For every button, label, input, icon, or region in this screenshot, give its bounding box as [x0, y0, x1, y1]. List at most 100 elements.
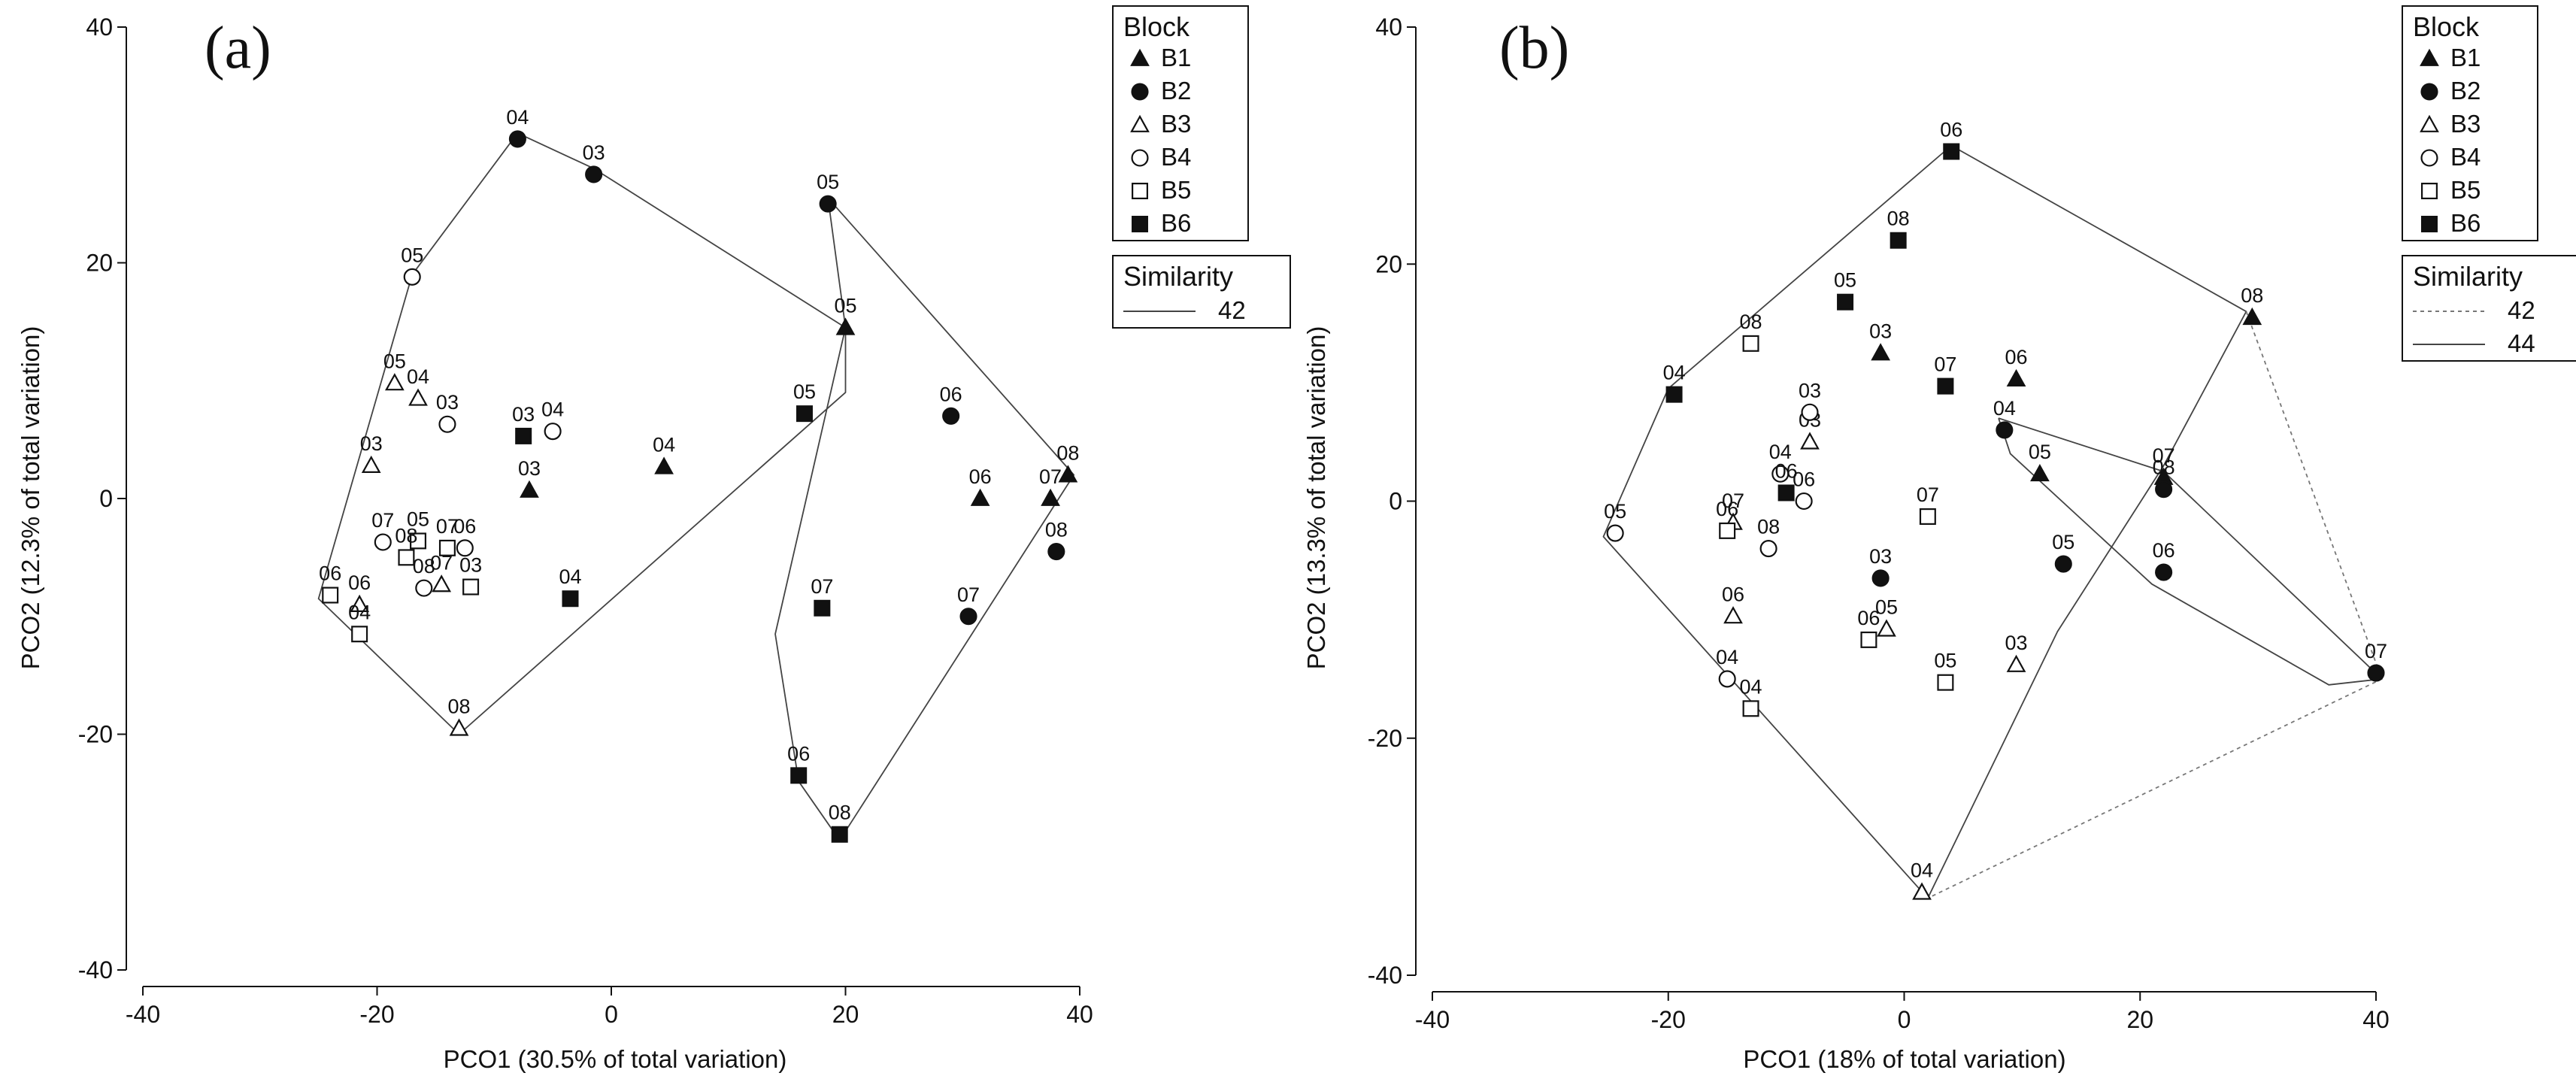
legend-entry-label: B1: [1161, 44, 1191, 71]
point-label: 06: [453, 515, 476, 538]
point-label: 08: [1045, 519, 1068, 541]
point-b6: [796, 405, 813, 423]
point-b4: [1606, 524, 1624, 542]
point-label: 08: [1757, 516, 1780, 538]
point-b6: [1890, 232, 1907, 249]
point-label: 03: [436, 391, 459, 414]
legend-similarity-box: [1112, 255, 1291, 329]
panel-a-x-axis-label: PCO1 (30.5% of total variation): [444, 1045, 787, 1073]
panel-b-points: 0306050708040803050607030706050304030406…: [1604, 119, 2387, 900]
similarity-outline-44: [1602, 144, 2247, 899]
point-label: 03: [360, 432, 383, 455]
point-label: 06: [969, 465, 992, 488]
point-label: 06: [940, 383, 962, 405]
point-b6: [831, 826, 848, 843]
point-label: 08: [2241, 284, 2263, 307]
y-tick-label: -20: [1368, 725, 1402, 752]
point-b4: [1801, 403, 1819, 421]
legend-entry-label: B5: [2450, 176, 2481, 204]
x-tick-label: 40: [2362, 1006, 2390, 1033]
point-label: 07: [811, 575, 833, 598]
point-b3: [361, 455, 381, 474]
legend-marker-b4: [1131, 149, 1149, 167]
point-b6: [515, 427, 532, 444]
panel-b-x-axis-label: PCO1 (18% of total variation): [1743, 1045, 2065, 1073]
point-b1: [835, 317, 856, 335]
point-label: 04: [559, 565, 581, 588]
point-label: 07: [1917, 483, 1939, 506]
point-label: 08: [1740, 311, 1762, 333]
point-b2: [2367, 664, 2385, 682]
point-b6: [1937, 377, 1954, 395]
point-label: 08: [395, 524, 417, 547]
point-b4: [374, 533, 392, 551]
x-tick-label: -20: [359, 1001, 394, 1028]
point-b6: [1837, 293, 1854, 311]
point-b3: [1877, 619, 1896, 637]
x-tick-label: -40: [126, 1001, 160, 1028]
point-label: 04: [1911, 859, 1933, 882]
x-tick-label: 0: [605, 1001, 618, 1028]
point-b2: [1871, 569, 1890, 587]
x-tick-label: 40: [1066, 1001, 1093, 1028]
point-label: 04: [541, 399, 564, 421]
point-label: 08: [829, 802, 851, 824]
legend-entry-label: B3: [2450, 110, 2481, 138]
point-b6: [1777, 484, 1795, 502]
point-label: 03: [1799, 379, 1821, 402]
point-label: 06: [2005, 346, 2028, 368]
point-b5: [1919, 508, 1936, 525]
point-label: 08: [413, 555, 435, 577]
point-b5: [322, 586, 339, 604]
point-label: 08: [1887, 208, 1910, 230]
point-b3: [384, 373, 405, 391]
point-b4: [544, 423, 562, 441]
point-b5: [1860, 631, 1877, 648]
point-label: 05: [834, 295, 856, 317]
point-b6: [1665, 386, 1683, 403]
point-b1: [520, 480, 539, 498]
point-label: 07: [1934, 353, 1956, 376]
y-tick-label: 0: [1389, 488, 1402, 515]
y-tick-label: 40: [86, 14, 113, 41]
point-b4: [403, 268, 421, 286]
legend-similarity-label: 42: [2508, 296, 2535, 324]
legend-similarity-box: [2402, 255, 2576, 362]
point-label: 05: [1875, 596, 1898, 619]
point-b5: [410, 532, 427, 550]
point-b5: [398, 549, 415, 566]
point-b1: [1041, 488, 1060, 506]
point-b3: [1723, 606, 1743, 624]
point-label: 06: [1857, 607, 1880, 629]
point-label: 05: [1934, 650, 1956, 672]
point-b1: [1058, 465, 1078, 483]
point-label: 06: [1722, 583, 1744, 605]
x-tick-label: 20: [2126, 1006, 2153, 1033]
point-b1: [1871, 343, 1890, 361]
point-b4: [1771, 465, 1790, 483]
point-b6: [814, 599, 831, 617]
point-b6: [790, 767, 808, 784]
point-label: 06: [1716, 498, 1738, 520]
point-label: 04: [1740, 675, 1762, 698]
point-b6: [562, 590, 579, 608]
point-label: 03: [1869, 320, 1892, 342]
point-label: 04: [653, 434, 675, 456]
point-label: 06: [319, 562, 341, 585]
point-b4: [1795, 492, 1813, 511]
point-b2: [2155, 480, 2173, 499]
legend-entry-label: B1: [2450, 44, 2481, 71]
legend-marker-b4: [2420, 149, 2438, 167]
point-label: 07: [436, 515, 459, 538]
point-label: 08: [1056, 442, 1079, 465]
legend-entry-label: B6: [2450, 209, 2481, 237]
legend-entry-label: B3: [1161, 110, 1191, 138]
point-b3: [1800, 432, 1820, 450]
point-label: 03: [2005, 632, 2028, 654]
legend-marker-b2: [1131, 83, 1149, 101]
point-b3: [2006, 654, 2026, 672]
y-tick-label: 40: [1375, 14, 1402, 41]
point-label: 05: [401, 244, 423, 266]
point-label: 04: [506, 106, 529, 129]
